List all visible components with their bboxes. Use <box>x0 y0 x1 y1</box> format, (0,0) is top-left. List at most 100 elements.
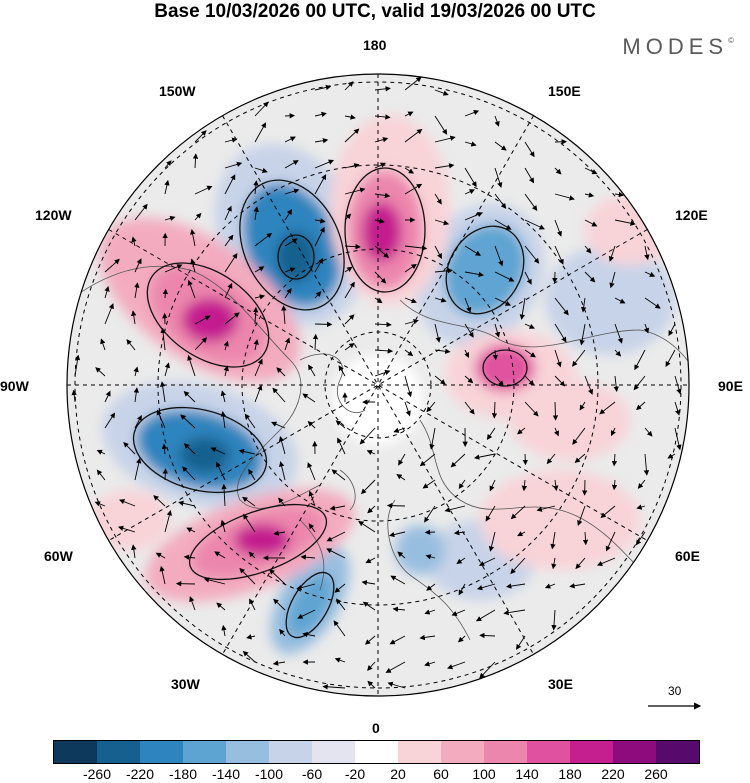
wind-arrow-icon <box>224 312 240 325</box>
wind-arrow-icon <box>314 291 322 299</box>
wind-arrow-icon <box>516 427 526 435</box>
wind-arrow-icon <box>475 609 496 622</box>
wind-arrow-icon <box>269 568 286 585</box>
wind-arrow-icon <box>522 453 528 466</box>
wind-arrow-icon <box>554 323 567 343</box>
colorbar-tick-label: 20 <box>390 766 406 782</box>
wind-arrow-icon <box>389 635 406 645</box>
wind-arrow-icon <box>164 362 170 377</box>
wind-arrow-icon <box>404 128 423 143</box>
wind-arrow-icon <box>580 297 587 313</box>
wind-arrow-icon <box>131 310 137 325</box>
brand-name: MODES <box>622 34 729 59</box>
wind-arrow-icon <box>494 167 503 188</box>
wind-arrow-icon <box>519 297 526 320</box>
wind-arrow-icon <box>577 505 586 526</box>
wind-arrow-icon <box>133 387 139 403</box>
wind-arrow-icon <box>96 469 106 481</box>
wind-arrow-icon <box>334 657 346 663</box>
wind-arrow-icon <box>273 530 286 536</box>
wind-arrow-icon <box>404 76 422 91</box>
wind-arrow-icon <box>553 479 559 492</box>
wind-arrow-icon <box>610 427 616 437</box>
modes-logo: MODES© <box>622 34 734 60</box>
wind-arrow-icon <box>336 598 346 611</box>
wind-arrow-icon <box>155 552 166 559</box>
wind-arrow-icon <box>159 565 166 585</box>
wind-arrow-icon <box>494 219 512 230</box>
wind-arrow-icon <box>524 167 535 184</box>
contour <box>277 234 315 280</box>
wind-arrow-icon <box>434 323 441 343</box>
wind-arrow-icon <box>253 206 259 221</box>
wind-arrow-icon <box>221 483 227 507</box>
wind-arrow-icon <box>183 554 196 560</box>
wind-arrow-icon <box>224 174 236 195</box>
wind-arrow-icon <box>434 245 442 259</box>
longitude-label-150w: 150W <box>159 83 196 99</box>
wind-arrow-icon <box>494 193 507 209</box>
wind-arrow-icon <box>344 213 352 221</box>
wind-arrow-icon <box>131 236 137 247</box>
wind-arrow-icon <box>182 466 196 481</box>
wind-arrow-icon <box>636 504 646 510</box>
wind-arrow-icon <box>344 187 366 195</box>
positive-anomaly-lobe <box>90 490 170 550</box>
wind-arrow-icon <box>243 513 256 533</box>
wind-arrow-icon <box>524 349 536 358</box>
colorbar-swatch <box>54 741 97 763</box>
wind-arrow-icon <box>434 268 453 274</box>
wind-arrow-icon <box>458 479 466 490</box>
wind-arrow-icon <box>447 661 466 670</box>
wind-arrow-icon <box>344 342 355 351</box>
contour <box>285 571 335 639</box>
wind-arrow-icon <box>614 191 625 198</box>
colorbar-swatch <box>441 741 484 763</box>
wind-arrow-icon <box>104 303 114 325</box>
wind-arrow-icon <box>674 401 681 416</box>
colorbar-swatch <box>140 741 183 763</box>
wind-arrow-icon <box>367 505 376 514</box>
wind-arrow-icon <box>300 554 316 560</box>
wind-arrow-icon <box>358 521 376 533</box>
wind-arrow-icon <box>221 624 227 637</box>
wind-arrow-icon <box>183 443 196 455</box>
wind-arrow-icon <box>521 479 528 492</box>
wind-arrow-icon <box>344 128 360 143</box>
wind-arrow-icon <box>464 375 474 384</box>
wind-arrow-icon <box>186 527 196 533</box>
wind-arrow-icon <box>524 271 532 285</box>
colorbar-tick-label: -100 <box>254 766 284 782</box>
wind-arrow-icon <box>458 583 466 596</box>
wind-arrow-icon <box>156 409 166 429</box>
wind-arrow-icon <box>333 620 346 637</box>
wind-arrow-icon <box>178 500 196 507</box>
wind-arrow-icon <box>633 375 646 391</box>
wind-arrow-icon <box>254 232 273 247</box>
wind-arrow-icon <box>153 495 166 507</box>
anomaly-shading <box>90 115 675 655</box>
wind-arrow-icon <box>374 218 385 224</box>
wind-arrow-icon <box>238 448 256 455</box>
wind-arrow-icon <box>192 153 199 169</box>
wind-arrow-icon <box>554 245 564 265</box>
wind-arrow-icon <box>552 401 559 421</box>
wind-arrow-icon <box>273 598 286 611</box>
wind-arrow-icon <box>434 135 456 143</box>
wind-arrow-icon <box>491 401 498 419</box>
positive-anomaly-core <box>475 344 535 392</box>
negative-anomaly-center <box>180 437 230 473</box>
wind-arrow-icon <box>326 548 346 559</box>
wind-arrow-icon <box>554 349 562 368</box>
wind-arrow-icon <box>308 490 316 507</box>
wind-arrow-icon <box>314 257 324 273</box>
wind-arrow-icon <box>278 497 286 507</box>
wind-arrow-icon <box>360 479 376 495</box>
contour <box>239 179 345 311</box>
wind-arrow-icon <box>389 531 406 538</box>
wind-arrow-icon <box>464 245 481 256</box>
wind-arrow-icon <box>364 635 376 645</box>
longitude-label-120e: 120E <box>675 207 708 223</box>
wind-arrow-icon <box>223 365 229 377</box>
wind-arrow-icon <box>272 660 286 666</box>
